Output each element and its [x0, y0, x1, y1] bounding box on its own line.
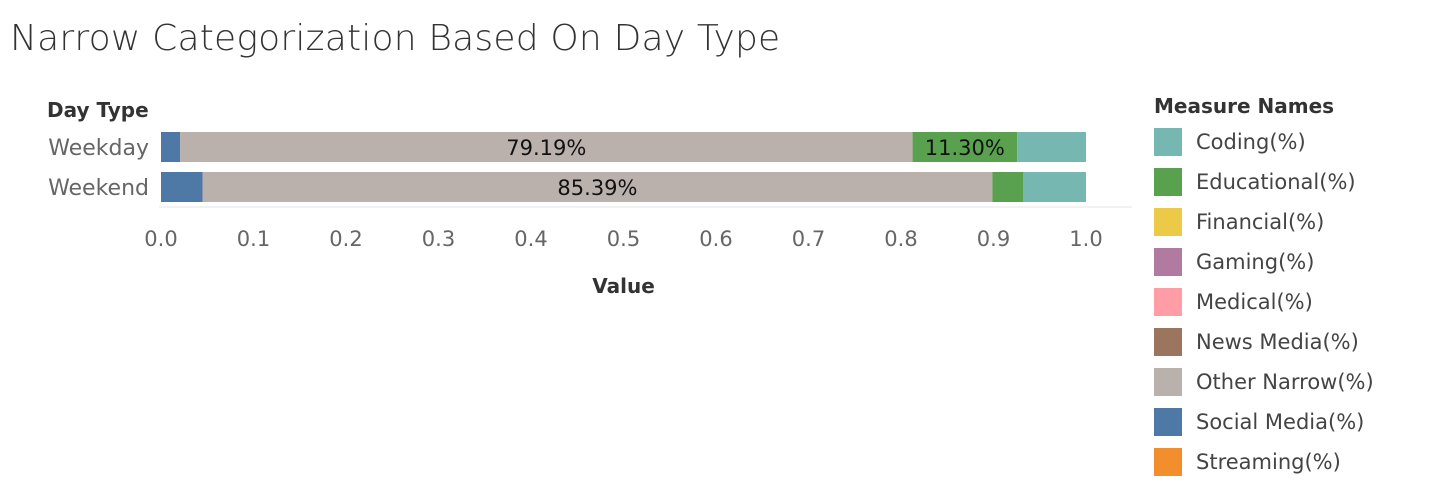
data-label: 11.30%	[925, 136, 1005, 160]
bar-segment	[161, 132, 181, 162]
legend-label: Medical(%)	[1196, 290, 1313, 314]
x-tick-label: 1.0	[1069, 227, 1102, 251]
legend-label: Streaming(%)	[1196, 450, 1341, 474]
legend-swatch	[1154, 288, 1182, 316]
legend-label: Gaming(%)	[1196, 250, 1315, 274]
legend-item[interactable]: Gaming(%)	[1154, 242, 1374, 282]
x-tick-label: 0.1	[237, 227, 270, 251]
legend-item[interactable]: Medical(%)	[1154, 282, 1374, 322]
x-tick-label: 0.7	[792, 227, 825, 251]
x-tick-label: 0.6	[699, 227, 732, 251]
legend-swatch	[1154, 368, 1182, 396]
bar-segment	[912, 132, 1018, 162]
legend-item[interactable]: News Media(%)	[1154, 322, 1374, 362]
legend-label: Other Narrow(%)	[1196, 370, 1374, 394]
data-label: 79.19%	[506, 136, 586, 160]
legend-title: Measure Names	[1154, 94, 1335, 118]
legend-swatch	[1154, 328, 1182, 356]
x-axis-label: Value	[592, 274, 655, 298]
legend-item[interactable]: Streaming(%)	[1154, 442, 1374, 482]
legend-swatch	[1154, 248, 1182, 276]
category-label: Weekday	[48, 136, 149, 161]
legend-item[interactable]: Other Narrow(%)	[1154, 362, 1374, 402]
x-tick-label: 0.3	[422, 227, 455, 251]
data-label: 85.39%	[557, 176, 637, 200]
legend-label: Social Media(%)	[1196, 410, 1365, 434]
legend-item[interactable]: Social Media(%)	[1154, 402, 1374, 442]
x-tick-label: 0.2	[329, 227, 362, 251]
x-tick-label: 0.8	[884, 227, 917, 251]
legend-label: Financial(%)	[1196, 210, 1325, 234]
x-tick-label: 0.4	[514, 227, 547, 251]
legend-items: Coding(%) Educational(%) Financial(%) Gamin…	[1154, 122, 1374, 482]
legend-item[interactable]: Coding(%)	[1154, 122, 1374, 162]
legend-swatch	[1154, 128, 1182, 156]
legend-swatch	[1154, 408, 1182, 436]
stacked-bar-chart: 0.0 0.1 0.2 0.3 0.4 0.5 0.6 0.7 0.8 0.9 1.0 Value Da…	[47, 98, 1132, 298]
bar-segment	[161, 172, 203, 202]
x-tick-label: 0.5	[607, 227, 640, 251]
legend-label: News Media(%)	[1196, 330, 1359, 354]
legend-item[interactable]: Financial(%)	[1154, 202, 1374, 242]
legend-label: Educational(%)	[1196, 170, 1356, 194]
bar-segment	[1017, 132, 1086, 162]
legend: Measure Names Coding(%) Educational(%) Fin…	[1154, 94, 1374, 482]
row-header: Day Type	[47, 98, 149, 122]
bar-segment	[992, 172, 1024, 202]
legend-swatch	[1154, 168, 1182, 196]
bar-segment	[1023, 172, 1086, 202]
x-tick-label: 0.0	[144, 227, 177, 251]
bar-segment	[202, 172, 993, 202]
x-tick-label: 0.9	[977, 227, 1010, 251]
legend-label: Coding(%)	[1196, 130, 1306, 154]
legend-item[interactable]: Educational(%)	[1154, 162, 1374, 202]
category-label: Weekend	[48, 176, 149, 201]
legend-swatch	[1154, 208, 1182, 236]
chart-title: Narrow Categorization Based On Day Type	[10, 18, 781, 59]
bar-segment	[180, 132, 913, 162]
legend-swatch	[1154, 448, 1182, 476]
